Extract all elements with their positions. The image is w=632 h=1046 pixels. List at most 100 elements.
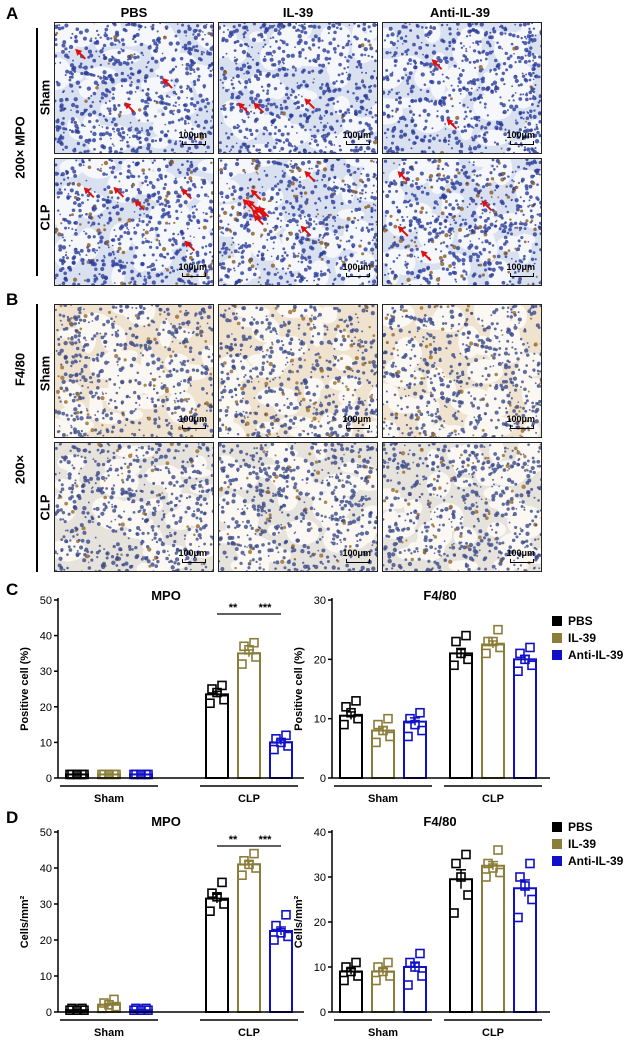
data-point (449, 908, 459, 918)
data-point (339, 975, 349, 986)
data-point (415, 707, 425, 718)
tissue-texture (55, 443, 213, 571)
data-point (417, 725, 427, 736)
data-point (217, 877, 227, 888)
tissue-texture (383, 23, 541, 153)
data-point (527, 894, 537, 905)
y-tick-label: 30 (40, 666, 52, 678)
micrograph-f480-clp-pbs: 100μm (54, 442, 214, 572)
data-point (136, 1005, 146, 1015)
micrograph-f480-sham-il39: 100μm (218, 304, 378, 438)
micrograph-f480-sham-pbs: 100μm (54, 304, 214, 438)
legend-d: PBS IL-39 Anti-IL-39 (552, 818, 623, 869)
bar-sham-pbs (339, 970, 363, 1013)
data-point (219, 899, 229, 909)
bar-clp-il39 (237, 863, 261, 1014)
scale-bar-label: 100μm (342, 262, 371, 272)
data-point (351, 957, 361, 968)
data-point (481, 872, 491, 882)
data-point (385, 731, 395, 742)
group-label-sham: Sham (368, 793, 398, 805)
red-arrow-icon (397, 171, 409, 182)
legend-swatch-anti-il39 (552, 649, 562, 660)
data-point (353, 713, 363, 724)
data-point (493, 624, 503, 635)
tissue-texture (219, 443, 377, 571)
legend-label-pbs: PBS (568, 613, 593, 628)
data-point (205, 698, 215, 709)
scale-bar (510, 559, 534, 563)
significance-label: *** (259, 834, 273, 846)
data-point (351, 696, 361, 706)
tissue-texture (219, 23, 377, 153)
data-point (483, 636, 493, 647)
scale-bar (346, 141, 370, 145)
legend-swatch-pbs (552, 615, 562, 626)
data-point (456, 872, 466, 882)
y-axis-label: Positive cell (%) (293, 647, 305, 731)
data-point (341, 702, 351, 712)
red-arrow-icon (134, 199, 145, 211)
data-point (527, 660, 537, 671)
data-point (417, 971, 427, 981)
y-tick-label: 30 (314, 595, 326, 607)
y-tick-label: 0 (46, 1007, 52, 1019)
legend-item-pbs: PBS (552, 612, 623, 629)
legend-swatch-il39 (552, 838, 562, 849)
bar-clp-il39 (481, 643, 505, 779)
data-point (281, 730, 291, 741)
y-tick-label: 10 (40, 971, 52, 983)
data-point (481, 648, 491, 659)
legend-item-pbs: PBS (552, 818, 623, 835)
data-point (237, 659, 247, 669)
panel-a-row-clp: CLP (37, 204, 53, 231)
data-point (339, 719, 349, 730)
scale-bar-label: 100μm (506, 262, 535, 272)
data-point (237, 870, 247, 881)
tissue-texture (55, 305, 213, 437)
red-arrow-icon (253, 102, 265, 114)
scale-bar (510, 425, 534, 429)
scale-bar (182, 559, 206, 563)
y-tick-label: 20 (314, 654, 326, 666)
y-tick-label: 10 (314, 714, 326, 726)
legend-swatch-anti-il39 (552, 855, 562, 866)
bar-clp-pbs (449, 652, 473, 779)
data-point (219, 694, 229, 705)
data-point (249, 848, 259, 859)
red-arrow-icon (238, 102, 249, 114)
data-point (456, 648, 466, 659)
tissue-texture (383, 443, 541, 571)
red-arrow-icon (124, 102, 136, 113)
data-point (513, 666, 523, 676)
y-tick-label: 0 (320, 773, 326, 785)
chart-f480-positive-cell: F4/80 Positive cell (%) 0 10 20 30 Sham CLP (293, 588, 550, 805)
panel-b-magnification-label: 200× (12, 454, 28, 485)
red-arrow-icon (83, 187, 95, 199)
data-point (383, 713, 393, 724)
data-point (495, 642, 505, 653)
micrograph-f480-clp-anti-il39: 100μm (382, 442, 542, 572)
data-point (461, 630, 471, 641)
data-point (403, 731, 413, 742)
legend-label-anti-il39: Anti-IL-39 (568, 647, 624, 662)
data-point (483, 858, 493, 869)
scale-bar (510, 273, 534, 277)
data-point (449, 660, 459, 671)
panel-b-row-clp: CLP (37, 494, 53, 521)
legend-label-il39: IL-39 (568, 836, 597, 851)
data-point (251, 652, 261, 662)
data-point (525, 642, 535, 653)
chart-title: MPO (151, 588, 181, 603)
panel-b-bracket (36, 304, 38, 572)
data-point (207, 684, 217, 694)
significance-label: ** (229, 602, 238, 614)
legend-item-il39: IL-39 (552, 629, 623, 646)
panel-b-row-sham: Sham (37, 355, 53, 392)
data-point (415, 948, 425, 959)
red-arrow-icon (242, 199, 254, 210)
tissue-texture (219, 305, 377, 437)
legend-label-anti-il39: Anti-IL-39 (568, 853, 624, 868)
chart-title: F4/80 (423, 814, 456, 829)
